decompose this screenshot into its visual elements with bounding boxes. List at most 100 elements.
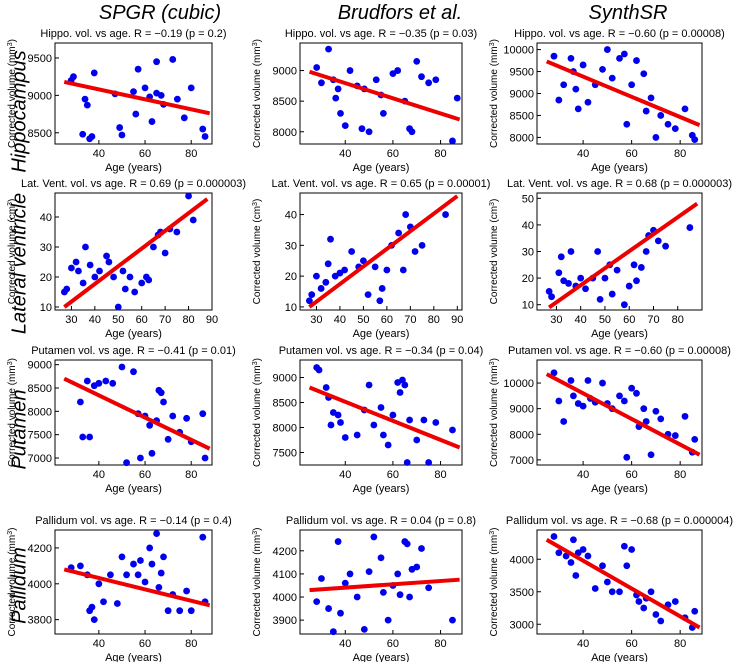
data-point bbox=[173, 228, 181, 236]
data-point bbox=[322, 278, 330, 286]
data-point bbox=[383, 266, 391, 274]
chart-pallidum-spgr: Pallidum vol. vs age. R = −0.14 (p = 0.4… bbox=[7, 515, 232, 662]
data-point bbox=[394, 67, 402, 74]
data-point bbox=[640, 405, 648, 413]
data-point bbox=[325, 45, 332, 53]
x-tick-label: 50 bbox=[357, 314, 369, 326]
x-tick-label: 40 bbox=[339, 148, 351, 160]
y-tick-label: 20 bbox=[522, 273, 534, 285]
data-point bbox=[189, 216, 197, 224]
x-tick-label: 80 bbox=[674, 469, 686, 481]
data-point bbox=[137, 557, 144, 564]
data-point bbox=[90, 69, 98, 77]
x-axis-label: Age (years) bbox=[105, 328, 162, 340]
data-point bbox=[591, 585, 599, 592]
chart-putamen-brudfors: Putamen vol. vs age. R = −0.34 (p = 0.04… bbox=[252, 345, 484, 495]
data-point bbox=[616, 392, 623, 400]
data-point bbox=[603, 578, 611, 586]
axes-box bbox=[54, 192, 213, 311]
data-point bbox=[376, 297, 384, 305]
y-tick-label: 9000 bbox=[273, 66, 297, 78]
regression-line bbox=[545, 59, 701, 127]
data-point bbox=[384, 441, 392, 449]
data-point bbox=[164, 435, 172, 443]
data-point bbox=[616, 54, 623, 62]
y-tick-label: 7000 bbox=[510, 455, 534, 467]
chart-hippo-synthsr: Hippo. vol. vs age. R = −0.60 (p = 0.000… bbox=[489, 28, 725, 174]
data-point bbox=[608, 588, 616, 596]
chart-title: Lat. Vent. vol. vs age. R = 0.69 (p = 0.… bbox=[21, 178, 246, 190]
data-point bbox=[365, 381, 373, 389]
x-tick-label: 80 bbox=[185, 469, 197, 481]
data-point bbox=[671, 598, 679, 605]
data-point bbox=[123, 571, 130, 579]
data-point bbox=[153, 58, 160, 66]
data-point bbox=[584, 377, 592, 384]
data-point bbox=[449, 137, 456, 145]
data-point bbox=[83, 377, 91, 385]
data-point bbox=[560, 418, 568, 425]
data-point bbox=[555, 269, 563, 277]
y-axis-label: Corrected volume (mm3) bbox=[489, 528, 501, 637]
x-tick-label: 80 bbox=[185, 148, 197, 160]
data-point bbox=[601, 274, 609, 282]
data-point bbox=[594, 248, 602, 255]
y-tick-label: 3800 bbox=[28, 615, 52, 627]
data-point bbox=[402, 211, 410, 218]
data-point bbox=[121, 285, 129, 293]
data-point bbox=[130, 368, 137, 376]
y-axis-label: Corrected volume (cm3) bbox=[7, 199, 19, 305]
chart-vent-brudfors: Lat. Vent. vol. vs age. R = 0.65 (p = 0.… bbox=[252, 178, 491, 340]
data-point bbox=[130, 560, 137, 568]
data-point bbox=[654, 237, 662, 245]
axes-box bbox=[299, 529, 463, 635]
data-point bbox=[114, 303, 122, 311]
data-point bbox=[403, 540, 411, 548]
data-point bbox=[567, 377, 575, 384]
data-point bbox=[199, 410, 207, 418]
data-point bbox=[657, 112, 665, 119]
data-point bbox=[555, 397, 563, 405]
regression-line bbox=[545, 538, 701, 630]
y-tick-label: 4000 bbox=[28, 579, 52, 591]
x-tick-label: 60 bbox=[139, 469, 151, 481]
x-tick-label: 30 bbox=[310, 314, 322, 326]
data-point bbox=[384, 616, 392, 624]
data-point bbox=[183, 414, 191, 422]
axes-box bbox=[536, 192, 703, 311]
data-point bbox=[138, 279, 146, 287]
chart-vent-synthsr: Lat. Vent. vol. vs age. R = 0.68 (p = 0.… bbox=[489, 178, 733, 340]
data-point bbox=[334, 538, 342, 545]
data-point bbox=[86, 261, 94, 269]
data-point bbox=[425, 79, 433, 87]
y-tick-label: 9000 bbox=[510, 89, 534, 101]
data-point bbox=[334, 411, 342, 419]
data-point bbox=[432, 419, 440, 426]
y-tick-label: 9000 bbox=[28, 360, 52, 372]
axes-box bbox=[54, 42, 213, 145]
data-point bbox=[79, 130, 87, 138]
x-tick-label: 80 bbox=[434, 148, 446, 160]
column-header-synthsr: SynthSR bbox=[588, 2, 668, 24]
data-point bbox=[131, 288, 139, 296]
chart-putamen-spgr: Putamen vol. vs age. R = −0.41 (p = 0.01… bbox=[7, 345, 236, 495]
data-point bbox=[613, 266, 621, 274]
chart-putamen-synthsr: Putamen vol. vs age. R = −0.60 (p = 0.00… bbox=[489, 345, 731, 495]
y-tick-label: 9500 bbox=[510, 67, 534, 79]
data-point bbox=[141, 578, 149, 586]
x-tick-label: 40 bbox=[93, 638, 105, 650]
y-tick-label: 3900 bbox=[273, 615, 297, 627]
x-tick-label: 70 bbox=[404, 314, 416, 326]
data-point bbox=[358, 125, 366, 133]
x-tick-label: 90 bbox=[206, 314, 218, 326]
data-point bbox=[418, 545, 425, 552]
data-point bbox=[647, 588, 655, 596]
data-point bbox=[88, 603, 96, 611]
y-axis-label: Corrected volume (mm3) bbox=[7, 358, 19, 467]
data-point bbox=[453, 94, 461, 102]
y-axis-label: Corrected volume (mm3) bbox=[7, 528, 19, 637]
data-point bbox=[83, 101, 91, 109]
data-point bbox=[161, 249, 169, 257]
x-tick-label: 60 bbox=[136, 314, 148, 326]
data-point bbox=[425, 584, 433, 592]
